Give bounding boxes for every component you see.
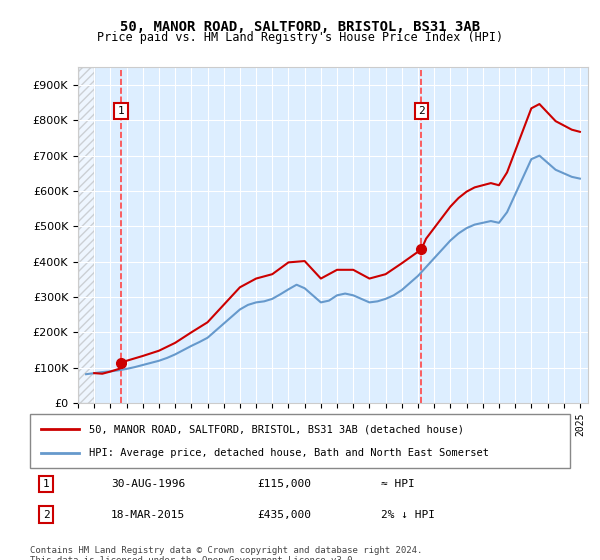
Text: 50, MANOR ROAD, SALTFORD, BRISTOL, BS31 3AB: 50, MANOR ROAD, SALTFORD, BRISTOL, BS31 … <box>120 20 480 34</box>
Text: 1: 1 <box>43 479 50 489</box>
Text: 2% ↓ HPI: 2% ↓ HPI <box>381 510 435 520</box>
FancyBboxPatch shape <box>30 414 570 468</box>
Text: Price paid vs. HM Land Registry's House Price Index (HPI): Price paid vs. HM Land Registry's House … <box>97 31 503 44</box>
Text: 30-AUG-1996: 30-AUG-1996 <box>111 479 185 489</box>
Bar <box>78 67 94 403</box>
Text: 2: 2 <box>43 510 50 520</box>
Text: £115,000: £115,000 <box>257 479 311 489</box>
Text: ≈ HPI: ≈ HPI <box>381 479 415 489</box>
Text: HPI: Average price, detached house, Bath and North East Somerset: HPI: Average price, detached house, Bath… <box>89 447 490 458</box>
Text: Contains HM Land Registry data © Crown copyright and database right 2024.
This d: Contains HM Land Registry data © Crown c… <box>30 546 422 560</box>
Text: 1: 1 <box>118 106 124 116</box>
Text: £435,000: £435,000 <box>257 510 311 520</box>
Text: 18-MAR-2015: 18-MAR-2015 <box>111 510 185 520</box>
Text: 2: 2 <box>418 106 425 116</box>
Text: 50, MANOR ROAD, SALTFORD, BRISTOL, BS31 3AB (detached house): 50, MANOR ROAD, SALTFORD, BRISTOL, BS31 … <box>89 424 464 435</box>
